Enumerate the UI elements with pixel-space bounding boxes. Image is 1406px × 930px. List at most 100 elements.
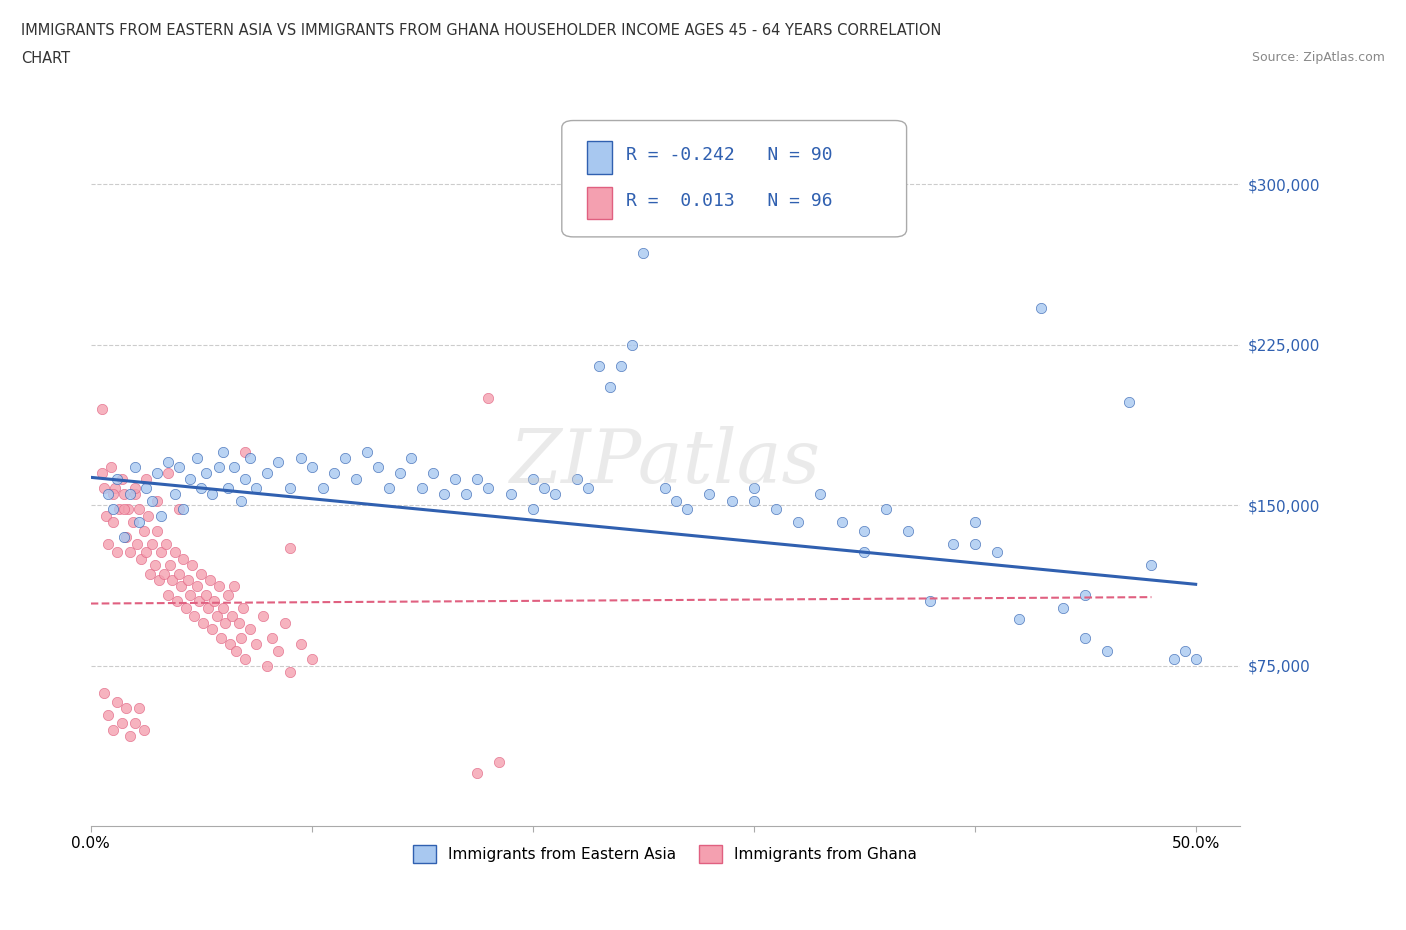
Point bbox=[159, 558, 181, 573]
Point bbox=[201, 487, 224, 502]
Point bbox=[228, 616, 250, 631]
Text: R =  0.013   N = 96: R = 0.013 N = 96 bbox=[626, 192, 832, 209]
Point bbox=[278, 481, 301, 496]
Point bbox=[477, 391, 499, 405]
Point bbox=[124, 487, 146, 502]
Point bbox=[233, 472, 256, 487]
Point bbox=[143, 558, 166, 573]
Text: CHART: CHART bbox=[21, 51, 70, 66]
Point bbox=[124, 459, 146, 474]
Point bbox=[187, 594, 209, 609]
Point bbox=[190, 566, 212, 581]
Point bbox=[224, 579, 246, 594]
Point bbox=[522, 502, 544, 517]
Point bbox=[172, 551, 194, 566]
Point bbox=[610, 359, 633, 374]
Point bbox=[1163, 652, 1185, 667]
Point bbox=[167, 459, 190, 474]
Point bbox=[183, 609, 205, 624]
Point bbox=[163, 487, 186, 502]
Point bbox=[225, 644, 247, 658]
Point bbox=[179, 588, 201, 603]
Point bbox=[186, 579, 208, 594]
Point bbox=[112, 487, 135, 502]
Point bbox=[256, 466, 278, 481]
Point bbox=[132, 524, 155, 538]
Point bbox=[267, 455, 290, 470]
Point bbox=[209, 631, 232, 645]
Point bbox=[217, 588, 239, 603]
Point bbox=[267, 644, 290, 658]
Point bbox=[245, 637, 267, 652]
Point bbox=[1074, 631, 1097, 645]
Point bbox=[197, 601, 219, 616]
Point bbox=[194, 466, 217, 481]
Point bbox=[389, 466, 412, 481]
Point bbox=[1074, 588, 1097, 603]
Point bbox=[897, 524, 920, 538]
Point bbox=[124, 481, 146, 496]
Point bbox=[93, 481, 115, 496]
Point bbox=[132, 723, 155, 737]
Point bbox=[97, 708, 120, 723]
Point bbox=[212, 445, 235, 459]
FancyBboxPatch shape bbox=[588, 140, 613, 174]
Point bbox=[120, 545, 142, 560]
Point bbox=[278, 540, 301, 555]
Point bbox=[136, 509, 159, 524]
Point bbox=[301, 652, 323, 667]
Point bbox=[120, 729, 142, 744]
Point bbox=[544, 487, 567, 502]
Point bbox=[150, 545, 173, 560]
Point bbox=[128, 502, 150, 517]
Point bbox=[986, 545, 1008, 560]
Point bbox=[676, 502, 699, 517]
Point bbox=[141, 494, 163, 509]
Point bbox=[101, 487, 124, 502]
Point bbox=[150, 509, 173, 524]
Point bbox=[101, 502, 124, 517]
Point bbox=[156, 466, 179, 481]
Point bbox=[378, 481, 401, 496]
Point bbox=[599, 380, 621, 395]
Point bbox=[322, 466, 344, 481]
Point bbox=[172, 502, 194, 517]
Point bbox=[135, 545, 157, 560]
Point bbox=[808, 487, 831, 502]
Text: IMMIGRANTS FROM EASTERN ASIA VS IMMIGRANTS FROM GHANA HOUSEHOLDER INCOME AGES 45: IMMIGRANTS FROM EASTERN ASIA VS IMMIGRAN… bbox=[21, 23, 942, 38]
Point bbox=[128, 515, 150, 530]
Point bbox=[94, 509, 117, 524]
Point bbox=[239, 451, 262, 466]
Point bbox=[202, 594, 225, 609]
Point bbox=[124, 716, 146, 731]
Point bbox=[853, 545, 876, 560]
Point bbox=[699, 487, 721, 502]
Point bbox=[720, 494, 742, 509]
Text: Source: ZipAtlas.com: Source: ZipAtlas.com bbox=[1251, 51, 1385, 64]
Point bbox=[239, 622, 262, 637]
Point bbox=[97, 537, 120, 551]
Point bbox=[115, 701, 138, 716]
Point bbox=[193, 616, 215, 631]
Point bbox=[631, 246, 654, 260]
Point bbox=[875, 502, 897, 517]
Point bbox=[274, 616, 297, 631]
Point bbox=[112, 502, 135, 517]
Point bbox=[224, 459, 246, 474]
Point bbox=[290, 451, 312, 466]
Point bbox=[1008, 611, 1031, 626]
Point bbox=[252, 609, 274, 624]
Point bbox=[301, 459, 323, 474]
Point bbox=[186, 451, 208, 466]
Point bbox=[260, 631, 283, 645]
Point bbox=[90, 466, 112, 481]
Point bbox=[853, 524, 876, 538]
Point bbox=[101, 723, 124, 737]
Point bbox=[131, 551, 153, 566]
Point bbox=[742, 481, 765, 496]
Point bbox=[117, 502, 139, 517]
Point bbox=[499, 487, 522, 502]
Point bbox=[1174, 644, 1197, 658]
Point bbox=[399, 451, 422, 466]
Point bbox=[179, 472, 201, 487]
